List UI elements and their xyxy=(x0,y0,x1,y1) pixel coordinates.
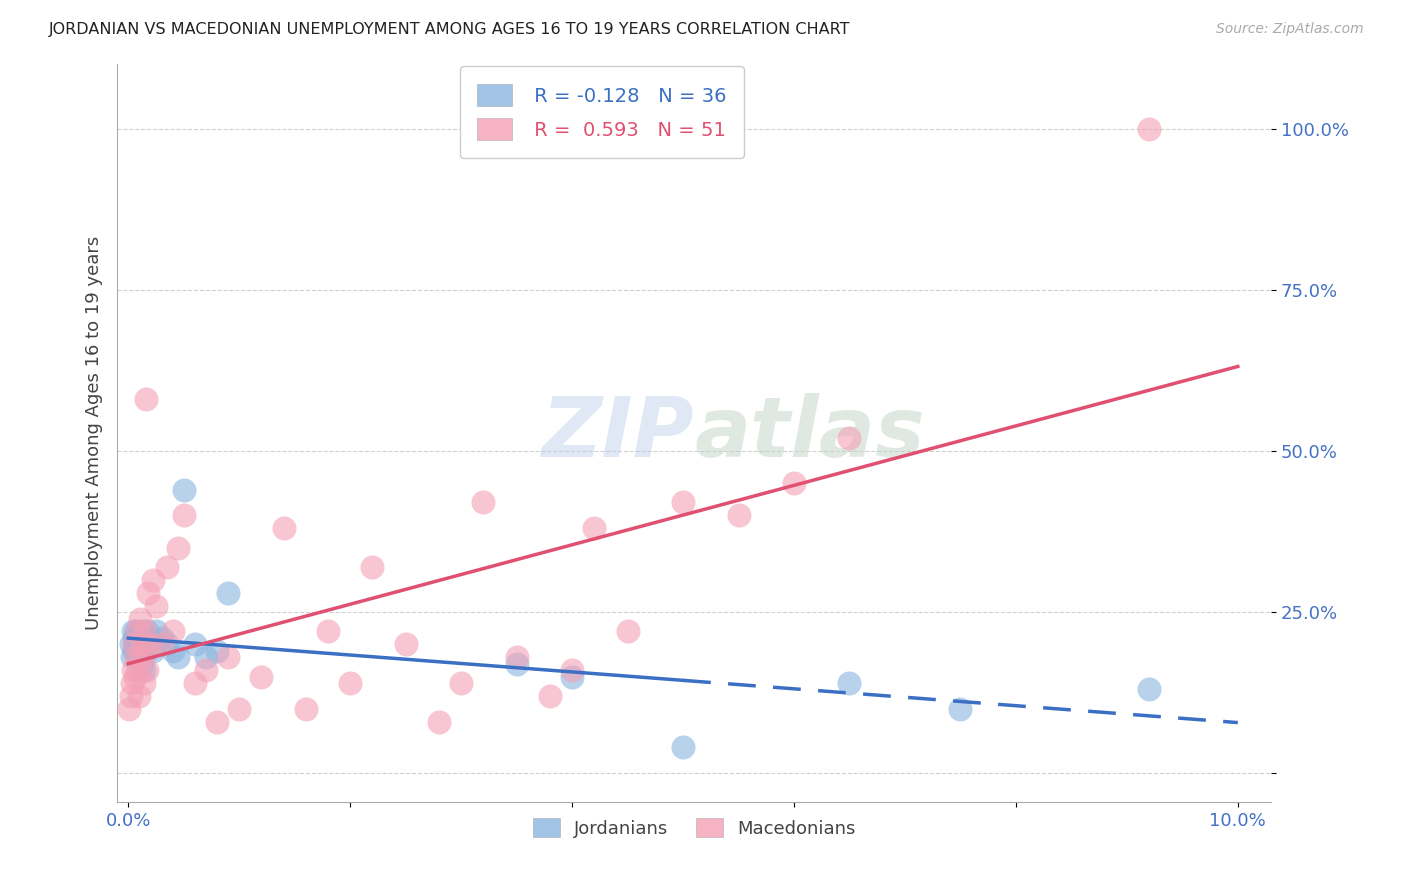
Point xyxy=(125,650,148,665)
Point xyxy=(194,663,217,677)
Point xyxy=(783,476,806,491)
Point xyxy=(122,644,145,658)
Point xyxy=(121,676,143,690)
Point xyxy=(136,631,159,645)
Point xyxy=(136,663,159,677)
Point xyxy=(118,702,141,716)
Point xyxy=(134,624,156,639)
Point xyxy=(167,650,190,665)
Point xyxy=(124,637,146,651)
Point xyxy=(167,541,190,555)
Point xyxy=(395,637,418,651)
Point xyxy=(129,611,152,625)
Point xyxy=(132,663,155,677)
Text: ZIP: ZIP xyxy=(541,392,695,474)
Point xyxy=(121,663,143,677)
Point xyxy=(127,631,149,645)
Point xyxy=(122,631,145,645)
Point xyxy=(505,657,527,671)
Point xyxy=(134,637,156,651)
Point xyxy=(142,644,165,658)
Point xyxy=(727,508,749,523)
Point xyxy=(838,431,860,445)
Point xyxy=(538,689,561,703)
Point xyxy=(616,624,638,639)
Point xyxy=(205,714,228,729)
Point xyxy=(194,650,217,665)
Point xyxy=(561,663,583,677)
Point xyxy=(127,650,149,665)
Point xyxy=(162,624,184,639)
Point xyxy=(150,631,173,645)
Point xyxy=(122,637,145,651)
Point xyxy=(135,644,157,658)
Point xyxy=(131,657,153,671)
Point xyxy=(127,663,149,677)
Point xyxy=(132,676,155,690)
Text: atlas: atlas xyxy=(695,392,925,474)
Point xyxy=(505,650,527,665)
Point xyxy=(121,624,143,639)
Text: Source: ZipAtlas.com: Source: ZipAtlas.com xyxy=(1216,22,1364,37)
Point xyxy=(131,624,153,639)
Y-axis label: Unemployment Among Ages 16 to 19 years: Unemployment Among Ages 16 to 19 years xyxy=(86,236,103,631)
Point xyxy=(205,644,228,658)
Point xyxy=(156,560,179,574)
Point xyxy=(145,624,167,639)
Point xyxy=(135,392,157,407)
Point xyxy=(145,599,167,613)
Legend: Jordanians, Macedonians: Jordanians, Macedonians xyxy=(526,811,863,845)
Point xyxy=(672,495,695,509)
Point xyxy=(1137,121,1160,136)
Point xyxy=(150,637,173,651)
Point xyxy=(472,495,495,509)
Point xyxy=(295,702,318,716)
Point xyxy=(250,669,273,683)
Point xyxy=(316,624,339,639)
Point xyxy=(121,650,143,665)
Point xyxy=(139,637,162,651)
Point xyxy=(561,669,583,683)
Point xyxy=(949,702,972,716)
Point xyxy=(1137,682,1160,697)
Point xyxy=(136,585,159,599)
Point xyxy=(217,650,239,665)
Point xyxy=(128,644,150,658)
Point xyxy=(273,521,295,535)
Point xyxy=(228,702,250,716)
Point xyxy=(139,637,162,651)
Point xyxy=(142,573,165,587)
Point xyxy=(672,740,695,755)
Point xyxy=(156,637,179,651)
Point xyxy=(450,676,472,690)
Point xyxy=(838,676,860,690)
Point xyxy=(427,714,450,729)
Point xyxy=(184,676,207,690)
Text: JORDANIAN VS MACEDONIAN UNEMPLOYMENT AMONG AGES 16 TO 19 YEARS CORRELATION CHART: JORDANIAN VS MACEDONIAN UNEMPLOYMENT AMO… xyxy=(49,22,851,37)
Point xyxy=(131,637,153,651)
Point xyxy=(173,508,195,523)
Point xyxy=(184,637,207,651)
Point xyxy=(120,689,142,703)
Point xyxy=(127,624,149,639)
Point xyxy=(129,637,152,651)
Point xyxy=(583,521,606,535)
Point xyxy=(173,483,195,497)
Point xyxy=(162,644,184,658)
Point xyxy=(120,637,142,651)
Point xyxy=(131,650,153,665)
Point xyxy=(339,676,361,690)
Point xyxy=(136,624,159,639)
Point xyxy=(361,560,384,574)
Point xyxy=(217,585,239,599)
Point xyxy=(125,624,148,639)
Point xyxy=(124,669,146,683)
Point xyxy=(128,689,150,703)
